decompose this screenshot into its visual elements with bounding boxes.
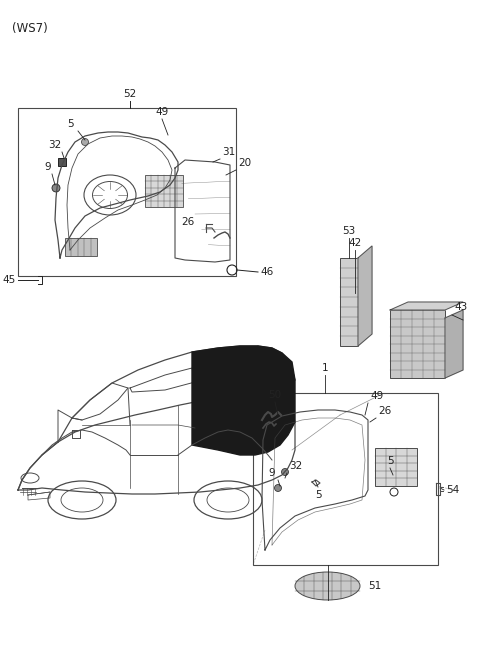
Text: 26: 26	[181, 217, 194, 227]
Text: 5: 5	[387, 456, 393, 466]
Text: 50: 50	[268, 390, 282, 400]
Polygon shape	[445, 310, 463, 378]
Text: 9: 9	[45, 162, 51, 172]
Circle shape	[275, 485, 281, 492]
Text: 43: 43	[454, 302, 467, 312]
Text: 49: 49	[370, 391, 383, 401]
Polygon shape	[390, 302, 463, 310]
Circle shape	[281, 468, 288, 476]
Text: 53: 53	[342, 226, 356, 236]
Bar	[375, 448, 417, 486]
Text: (WS7): (WS7)	[12, 22, 48, 35]
Bar	[65, 238, 97, 256]
Bar	[340, 258, 358, 346]
Text: 52: 52	[123, 89, 137, 99]
Text: 26: 26	[378, 406, 391, 416]
Polygon shape	[192, 346, 295, 455]
Text: 32: 32	[289, 461, 302, 471]
Bar	[18, 108, 236, 276]
Text: 5: 5	[68, 119, 74, 129]
Bar	[58, 158, 66, 166]
Ellipse shape	[295, 572, 360, 600]
Text: 54: 54	[446, 485, 459, 495]
Text: 20: 20	[238, 158, 251, 168]
Circle shape	[82, 138, 88, 146]
Text: 42: 42	[348, 238, 361, 248]
Text: 1: 1	[322, 363, 328, 373]
Circle shape	[52, 184, 60, 192]
Text: 9: 9	[268, 468, 275, 478]
Text: 32: 32	[48, 140, 61, 150]
Bar	[145, 175, 183, 207]
Text: 49: 49	[156, 107, 168, 117]
Text: 46: 46	[260, 267, 273, 277]
Text: 45: 45	[3, 275, 16, 285]
Text: 51: 51	[368, 581, 381, 591]
Bar	[253, 393, 438, 565]
Bar	[390, 310, 445, 378]
Polygon shape	[358, 246, 372, 346]
Text: 5: 5	[315, 490, 321, 500]
Text: 31: 31	[222, 147, 235, 157]
